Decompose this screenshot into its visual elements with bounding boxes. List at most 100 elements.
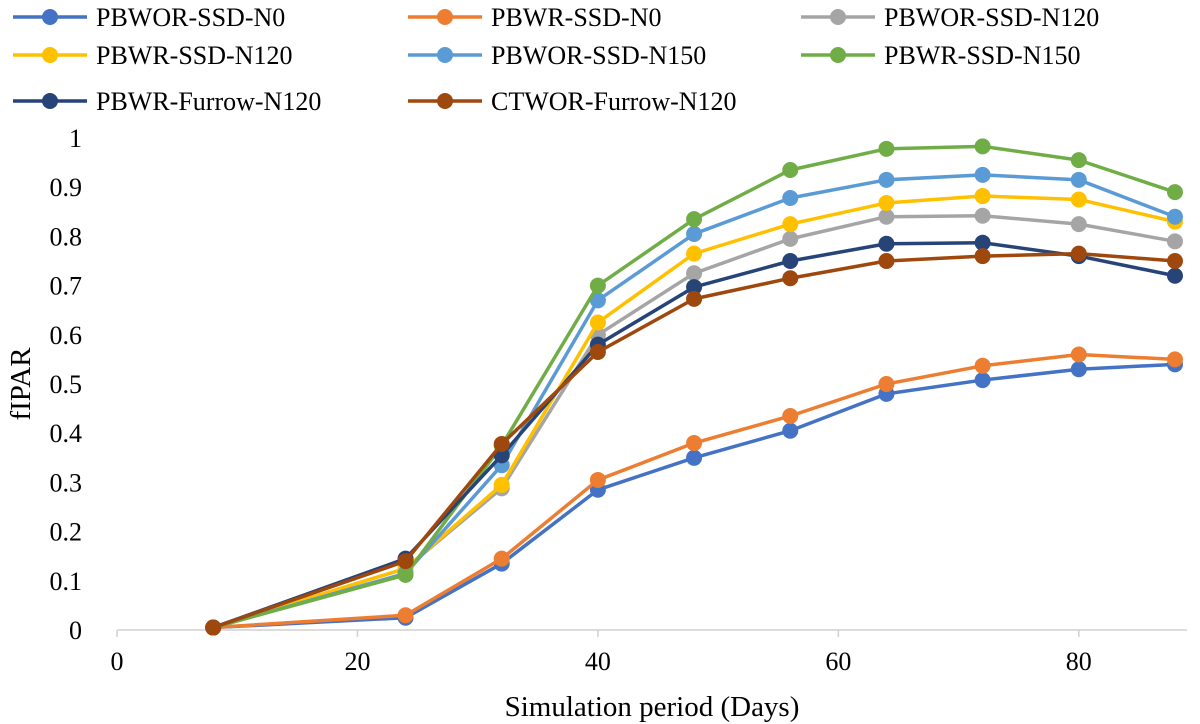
y-tick-label: 0.2 <box>50 518 83 547</box>
y-tick-label: 0.4 <box>50 419 83 448</box>
y-tick-label: 0.6 <box>50 321 83 350</box>
data-point <box>878 253 895 269</box>
data-point <box>205 619 222 636</box>
series-line <box>213 362 1176 630</box>
legend-item: PBWR-SSD-N150 <box>801 41 1080 70</box>
data-point <box>493 436 510 453</box>
legend-marker <box>42 9 58 25</box>
y-tick-label: 0.3 <box>50 468 83 497</box>
data-point <box>1166 233 1183 250</box>
data-point <box>686 225 703 242</box>
x-tick-label: 20 <box>344 647 370 676</box>
x-tick-label: 60 <box>825 647 851 676</box>
legend-label: PBWOR-SSD-N120 <box>884 3 1099 32</box>
y-tick-label: 1 <box>69 124 82 153</box>
data-point <box>1070 171 1087 188</box>
y-tick-label: 0.9 <box>50 173 83 202</box>
data-point <box>878 140 895 157</box>
y-tick-label: 0.5 <box>50 370 83 399</box>
legend-label: PBWR-Furrow-N120 <box>96 87 321 116</box>
axes: 0 20 40 60 80 0 0.1 0.2 0.3 0.4 0.5 0.6 0.7 0.8 0.9 1 <box>50 124 1187 676</box>
y-axis-title: fIPAR <box>5 347 37 421</box>
data-point <box>397 553 414 570</box>
y-axis-ticks: 0 0.1 0.2 0.3 0.4 0.5 0.6 0.7 0.8 0.9 1 <box>50 124 83 645</box>
data-point <box>589 344 606 361</box>
data-point <box>1166 184 1183 201</box>
legend-item: CTWOR-Furrow-N120 <box>408 87 737 116</box>
data-point <box>686 279 703 296</box>
legend-label: PBWR-SSD-N120 <box>96 41 292 70</box>
y-tick-label: 0 <box>69 616 82 645</box>
data-point <box>589 277 606 294</box>
data-point <box>974 207 991 224</box>
data-point <box>493 550 510 567</box>
series-line <box>212 194 1176 630</box>
legend-item: PBWOR-SSD-N120 <box>801 3 1099 32</box>
series-pbwor-ssd-n0 <box>205 356 1183 636</box>
data-point <box>589 471 606 488</box>
data-point <box>782 230 799 247</box>
data-point <box>1070 152 1087 169</box>
data-point <box>686 449 703 466</box>
data-point <box>974 188 991 205</box>
data-point <box>589 292 606 309</box>
data-point <box>878 194 895 211</box>
data-point <box>686 245 703 262</box>
data-point <box>878 376 895 392</box>
legend-item: PBWR-SSD-N0 <box>408 3 661 32</box>
legend-label: PBWOR-SSD-N150 <box>491 41 706 70</box>
data-point <box>1070 245 1087 262</box>
data-point <box>1070 346 1087 363</box>
data-point <box>974 234 991 251</box>
data-point <box>397 566 414 583</box>
data-point <box>589 314 606 331</box>
legend-marker <box>437 93 453 109</box>
legend-label: CTWOR-Furrow-N120 <box>491 87 737 116</box>
x-axis-title: Simulation period (Days) <box>505 691 800 723</box>
series-line <box>212 241 1176 630</box>
x-tick-label: 0 <box>111 647 124 676</box>
plot-area <box>205 138 1183 636</box>
data-point <box>1166 208 1183 225</box>
data-point <box>1070 216 1087 233</box>
data-point <box>1166 253 1183 269</box>
data-point <box>974 372 991 389</box>
series-line <box>212 144 1176 630</box>
data-point <box>974 357 991 374</box>
data-point <box>878 171 895 188</box>
data-point <box>782 407 799 424</box>
legend: PBWOR-SSD-N0 PBWR-SSD-N0 PBWOR-SSD-N120 PBW… <box>13 3 1099 116</box>
data-point <box>782 190 799 207</box>
data-point <box>493 476 510 493</box>
legend-marker <box>830 9 846 25</box>
data-point <box>782 422 799 439</box>
data-point <box>1166 351 1183 368</box>
legend-label: PBWR-SSD-N150 <box>884 41 1080 70</box>
x-axis-ticks: 0 20 40 60 80 <box>111 630 1092 676</box>
data-point <box>782 216 799 233</box>
data-point <box>1070 361 1087 378</box>
x-tick-label: 80 <box>1066 647 1092 676</box>
data-point <box>878 208 895 225</box>
legend-marker <box>437 9 453 25</box>
series-pbwor-ssd-n150 <box>205 166 1183 636</box>
legend-item: PBWOR-SSD-N150 <box>408 41 706 70</box>
series-line <box>212 173 1176 630</box>
series-ctwor-furrow-n120 <box>205 245 1183 636</box>
data-point <box>686 435 703 452</box>
data-point <box>686 211 703 228</box>
data-point <box>974 138 991 155</box>
series-line <box>213 352 1176 630</box>
legend-marker <box>830 47 846 63</box>
legend-item: PBWR-Furrow-N120 <box>13 87 321 116</box>
legend-marker <box>42 93 58 109</box>
y-tick-label: 0.1 <box>50 567 83 596</box>
legend-label: PBWOR-SSD-N0 <box>96 3 285 32</box>
legend-item: PBWOR-SSD-N0 <box>13 3 285 32</box>
data-point <box>782 270 799 287</box>
data-point <box>1166 267 1183 284</box>
legend-label: PBWR-SSD-N0 <box>491 3 661 32</box>
data-point <box>782 253 799 269</box>
data-point <box>1070 191 1087 208</box>
data-point <box>397 607 414 624</box>
